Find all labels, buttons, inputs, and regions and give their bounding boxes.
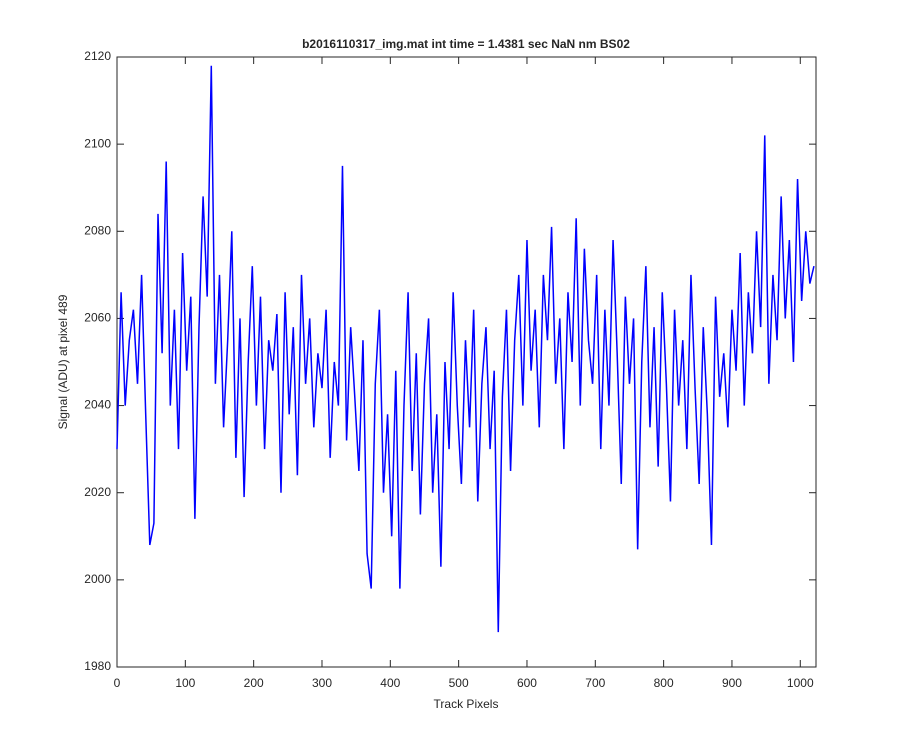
x-tick-label: 300 (312, 676, 332, 690)
x-tick-label: 500 (449, 676, 469, 690)
chart-title: b2016110317_img.mat int time = 1.4381 se… (302, 37, 630, 51)
y-axis-label: Signal (ADU) at pixel 489 (56, 294, 70, 429)
data-line (116, 65, 815, 633)
x-tick-label: 0 (114, 676, 121, 690)
y-tick-label: 2020 (84, 485, 111, 499)
x-tick-label: 100 (175, 676, 195, 690)
axes-box (116, 56, 817, 668)
y-tick-label: 2120 (84, 49, 111, 63)
y-tick-label: 2040 (84, 398, 111, 412)
x-tick-label: 600 (517, 676, 537, 690)
x-tick-label: 700 (585, 676, 605, 690)
y-tick-label: 2080 (84, 223, 111, 237)
y-tick-label: 2060 (84, 311, 111, 325)
y-tick-label: 1980 (84, 659, 111, 673)
y-tick-label: 2100 (84, 136, 111, 150)
x-tick-label: 900 (722, 676, 742, 690)
x-tick-label: 1000 (787, 676, 814, 690)
x-axis-label: Track Pixels (434, 697, 499, 711)
y-tick-label: 2000 (84, 572, 111, 586)
x-tick-label: 800 (654, 676, 674, 690)
x-tick-label: 200 (244, 676, 264, 690)
x-tick-label: 400 (380, 676, 400, 690)
